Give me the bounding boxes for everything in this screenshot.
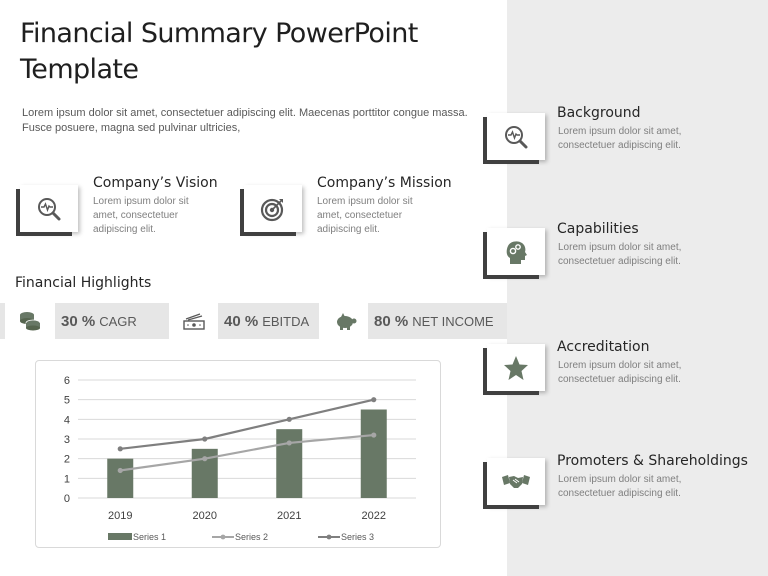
line-series-2 bbox=[120, 433, 374, 472]
kpi-cagr-label: CAGR bbox=[99, 313, 137, 329]
financial-chart: 0 1 2 3 4 5 6 2019 2020 2021 2022 Series 1 Series 2 S… bbox=[35, 360, 441, 548]
intro-text: Lorem ipsum dolor sit amet, consectetuer… bbox=[22, 107, 468, 134]
kpi-strip-edge bbox=[0, 303, 5, 339]
data-point bbox=[371, 432, 377, 438]
x-tick-label: 2022 bbox=[362, 510, 386, 522]
target-icon bbox=[260, 198, 284, 221]
kpi-cagr-value: 30 % bbox=[61, 312, 96, 330]
piggy-bank-icon bbox=[337, 313, 357, 330]
search-pulse-icon bbox=[38, 197, 61, 220]
y-tick-label: 4 bbox=[64, 414, 70, 426]
x-tick-label: 2019 bbox=[108, 510, 132, 522]
handshake-icon bbox=[502, 474, 530, 488]
data-point bbox=[117, 467, 123, 474]
promoters-desc: Lorem ipsum dolor sit amet, consectetuer… bbox=[558, 474, 682, 499]
mission-icon-card bbox=[240, 185, 302, 236]
financial-highlights-title: Financial Highlights bbox=[15, 275, 152, 291]
legend-label: Series 1 bbox=[133, 532, 166, 542]
accreditation-icon-card bbox=[483, 344, 545, 395]
accreditation-title: Accreditation bbox=[557, 339, 650, 355]
head-gears-icon bbox=[506, 240, 527, 264]
kpi-net-income-label: NET INCOME bbox=[412, 313, 494, 329]
data-point bbox=[286, 440, 292, 446]
vision-desc: Lorem ipsum dolor sit amet, consectetuer… bbox=[93, 196, 189, 235]
page-title: Financial Summary PowerPoint Template bbox=[20, 18, 418, 85]
mission-desc: Lorem ipsum dolor sit amet, consectetuer… bbox=[317, 196, 413, 235]
legend-swatch-series-1 bbox=[108, 533, 132, 540]
chart-canvas: 0 1 2 3 4 5 6 2019 2020 2021 2022 Series 1 Series 2 S… bbox=[64, 375, 416, 542]
star-icon bbox=[504, 355, 528, 380]
data-point bbox=[202, 436, 208, 442]
y-tick-label: 6 bbox=[64, 375, 70, 387]
right-panel bbox=[507, 0, 768, 576]
data-point bbox=[117, 446, 123, 452]
kpi-net-income: 80 % NET INCOME bbox=[368, 303, 507, 339]
kpi-ebitda-value: 40 % bbox=[224, 312, 259, 330]
background-title: Background bbox=[557, 105, 641, 121]
kpi-ebitda-label: EBITDA bbox=[262, 313, 310, 329]
bar-series-1 bbox=[360, 409, 387, 498]
data-point bbox=[202, 456, 208, 462]
y-tick-label: 0 bbox=[64, 493, 70, 505]
accreditation-desc: Lorem ipsum dolor sit amet, consectetuer… bbox=[558, 360, 682, 385]
line-series-3 bbox=[120, 398, 374, 450]
bar-series-1 bbox=[276, 429, 303, 498]
capabilities-title: Capabilities bbox=[557, 221, 639, 237]
background-icon-card bbox=[483, 113, 545, 164]
data-point bbox=[371, 397, 377, 403]
x-tick-label: 2021 bbox=[277, 510, 301, 522]
vision-icon-card bbox=[16, 185, 78, 236]
promoters-icon-card bbox=[483, 458, 545, 509]
y-tick-label: 5 bbox=[64, 395, 70, 407]
legend-label: Series 3 bbox=[341, 532, 374, 542]
bar-series-1 bbox=[107, 458, 134, 498]
kpi-cagr: 30 % CAGR bbox=[55, 303, 169, 339]
kpi-strip: 30 % CAGR 40 % EBITDA 80 % NET INCOME bbox=[0, 303, 507, 339]
mission-title: Company’s Mission bbox=[317, 175, 452, 191]
search-pulse-icon bbox=[505, 125, 528, 148]
y-tick-label: 1 bbox=[64, 473, 70, 485]
cash-icon bbox=[183, 313, 205, 330]
kpi-net-income-value: 80 % bbox=[374, 312, 409, 330]
capabilities-desc: Lorem ipsum dolor sit amet, consectetuer… bbox=[558, 242, 682, 267]
background-desc: Lorem ipsum dolor sit amet, consectetuer… bbox=[558, 126, 682, 151]
vision-title: Company’s Vision bbox=[93, 175, 218, 191]
data-point bbox=[286, 416, 292, 422]
kpi-ebitda: 40 % EBITDA bbox=[218, 303, 319, 339]
y-tick-label: 2 bbox=[64, 454, 70, 466]
x-tick-label: 2020 bbox=[193, 510, 217, 522]
promoters-title: Promoters & Shareholdings bbox=[557, 453, 748, 469]
capabilities-icon-card bbox=[483, 228, 545, 279]
legend-label: Series 2 bbox=[235, 532, 268, 542]
y-tick-label: 3 bbox=[64, 434, 70, 446]
coins-icon bbox=[20, 312, 41, 331]
